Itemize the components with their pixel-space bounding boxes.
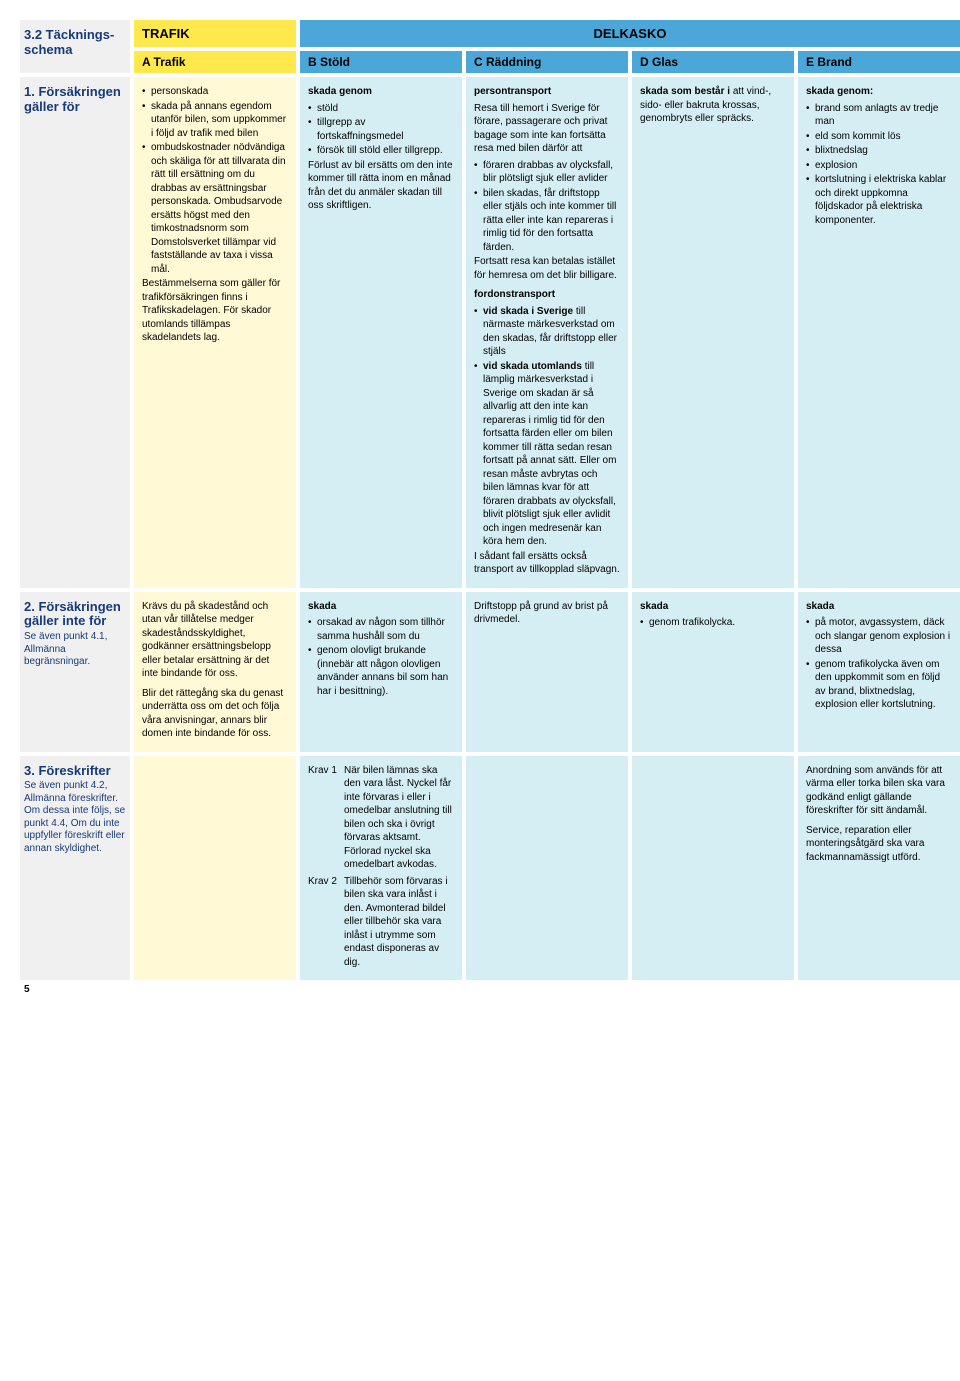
row2-D: skadagenom trafikolycka. (632, 592, 794, 752)
row1-D: skada som består i att vind-, sido- elle… (632, 77, 794, 588)
header-delkasko: DELKASKO (300, 20, 960, 47)
header-trafik: TRAFIK (134, 20, 296, 47)
col-d-header: D Glas (632, 51, 794, 73)
page-number: 5 (20, 984, 940, 995)
row3-D (632, 756, 794, 981)
col-e-header: E Brand (798, 51, 960, 73)
row1-C: persontransportResa till hemort i Sverig… (466, 77, 628, 588)
row2-E: skadapå motor, avgassystem, däck och sla… (798, 592, 960, 752)
col-a-header: A Trafik (134, 51, 296, 73)
section-title: 3.2 Täcknings-schema (20, 20, 130, 73)
row3-C (466, 756, 628, 981)
row1-E: skada genom:brand som anlagts av tredje … (798, 77, 960, 588)
col-b-header: B Stöld (300, 51, 462, 73)
row3-B: Krav 1När bilen lämnas ska den vara låst… (300, 756, 462, 981)
row3-label: 3. FöreskrifterSe även punkt 4.2, Allmän… (20, 756, 130, 981)
row3-E: Anordning som används för att värma elle… (798, 756, 960, 981)
col-c-header: C Räddning (466, 51, 628, 73)
row2-label: 2. Försäkringen gäller inte förSe även p… (20, 592, 130, 752)
row2-A: Krävs du på skadestånd och utan vår till… (134, 592, 296, 752)
row3-A (134, 756, 296, 981)
row1-label: 1. Försäkringen gäller för (20, 77, 130, 588)
row1-B: skada genomstöldtillgrepp av fortskaffni… (300, 77, 462, 588)
row2-B: skadaorsakad av någon som tillhör samma … (300, 592, 462, 752)
row2-C: Driftstopp på grund av brist på drivmede… (466, 592, 628, 752)
row1-A: personskadaskada på annans egendom utanf… (134, 77, 296, 588)
